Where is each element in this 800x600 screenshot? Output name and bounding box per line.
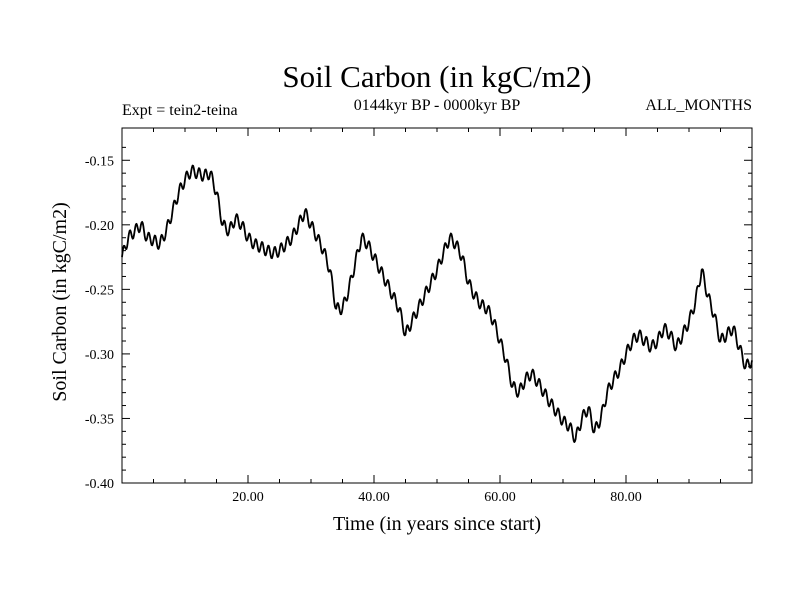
y-tick-label: -0.15 xyxy=(85,154,114,169)
experiment-label: Expt = tein2-teina xyxy=(122,102,238,119)
y-tick-label: -0.30 xyxy=(85,348,114,363)
y-axis-label: Soil Carbon (in kgC/m2) xyxy=(49,202,71,401)
x-axis-label: Time (in years since start) xyxy=(333,513,541,535)
plot-area: 20.00 40.00 60.00 80.00 -0.15 -0.20 -0.25 -0.30… xyxy=(85,127,753,505)
y-tick-label: -0.35 xyxy=(85,412,114,427)
x-tick-label: 20.00 xyxy=(232,490,264,505)
plot-frame xyxy=(121,127,753,484)
x-tick-label: 40.00 xyxy=(358,490,390,505)
chart-title: Soil Carbon (in kgC/m2) xyxy=(282,59,591,94)
x-tick-label: 60.00 xyxy=(484,490,516,505)
y-tick-label: -0.40 xyxy=(85,477,114,492)
chart-subtitle: 0144kyr BP - 0000kyr BP xyxy=(354,97,521,114)
y-tick-label: -0.20 xyxy=(85,219,114,234)
x-tick-label: 80.00 xyxy=(610,490,642,505)
y-tick-label: -0.25 xyxy=(85,283,114,298)
months-label: ALL_MONTHS xyxy=(645,97,752,114)
series-line xyxy=(121,164,753,443)
